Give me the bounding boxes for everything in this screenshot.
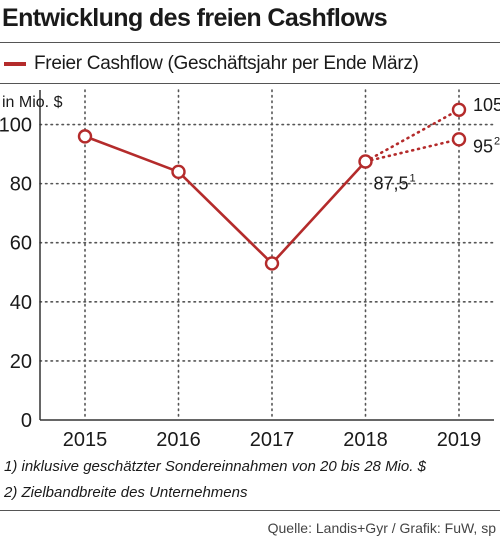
y-tick-label: 20 bbox=[10, 351, 32, 373]
footnote-1: 1) inklusive geschätzter Sondereinnahmen… bbox=[4, 458, 426, 475]
x-tick-label: 2018 bbox=[343, 429, 388, 451]
y-tick-label: 80 bbox=[10, 174, 32, 196]
data-point bbox=[358, 154, 373, 169]
data-label: 1052 bbox=[473, 94, 500, 115]
line-chart: 0 20 40 60 80 100 2015 2016 2017 2018 2019 in Mio. … bbox=[0, 89, 500, 451]
data-label: 87,51 bbox=[374, 172, 416, 193]
x-tick-label: 2016 bbox=[156, 429, 201, 451]
series-line-1 bbox=[364, 108, 461, 163]
data-label: 952 bbox=[473, 135, 500, 156]
y-tick-label: 40 bbox=[10, 292, 32, 314]
series bbox=[77, 102, 467, 271]
legend-rule bbox=[0, 83, 500, 84]
axes bbox=[39, 90, 494, 421]
legend: Freier Cashflow (Geschäftsjahr per Ende … bbox=[4, 52, 419, 76]
data-point bbox=[171, 164, 186, 180]
legend-swatch bbox=[4, 62, 26, 66]
series-line-0 bbox=[83, 135, 367, 265]
source-rule bbox=[0, 510, 500, 511]
legend-label: Freier Cashflow (Geschäftsjahr per Ende … bbox=[34, 53, 419, 74]
footnote-2: 2) Zielbandbreite des Unternehmens bbox=[4, 484, 248, 501]
chart-title: Entwicklung des freien Cashflows bbox=[2, 4, 388, 32]
data-point bbox=[264, 256, 280, 271]
data-point bbox=[451, 102, 467, 117]
grid bbox=[39, 89, 495, 421]
x-tick-label: 2017 bbox=[250, 429, 295, 451]
data-point bbox=[451, 132, 467, 147]
x-tick-label: 2015 bbox=[63, 429, 108, 451]
labels: 0 20 40 60 80 100 2015 2016 2017 2018 2019 in Mio. … bbox=[0, 94, 500, 451]
title-rule bbox=[0, 42, 500, 43]
y-tick-label: 60 bbox=[10, 233, 32, 255]
y-tick-label: 0 bbox=[21, 410, 32, 432]
source-credit: Quelle: Landis+Gyr / Grafik: FuW, sp bbox=[267, 520, 496, 536]
series-line-2 bbox=[364, 138, 461, 163]
x-tick-label: 2019 bbox=[437, 429, 482, 451]
y-axis-label: in Mio. $ bbox=[2, 94, 63, 111]
y-tick-label: 100 bbox=[0, 115, 32, 137]
data-point bbox=[77, 129, 93, 144]
